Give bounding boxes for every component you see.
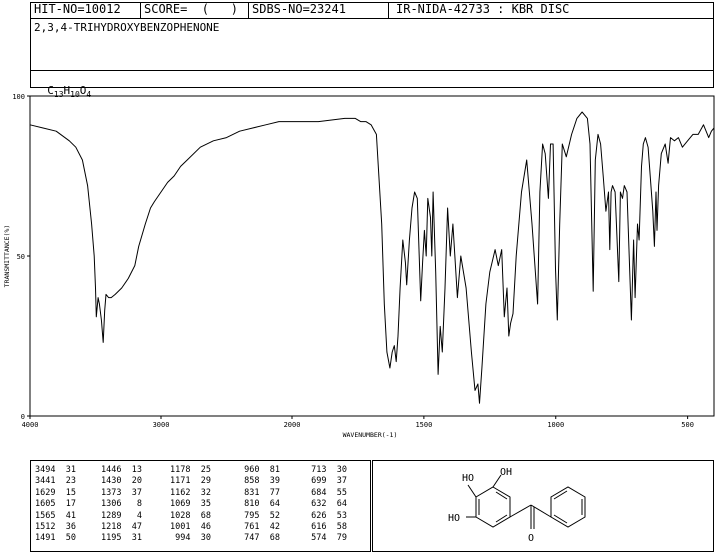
peak-column: 3494 31 3441 23 1629 15 1605 17 1565 41 1512 … xyxy=(35,465,76,545)
peak-entry: 1171 29 xyxy=(170,476,211,487)
structure-label-carbonyl-o: O xyxy=(528,533,534,544)
peak-entry: 713 30 xyxy=(306,465,347,475)
peak-column: 1178 25 1171 29 1162 32 1069 35 1028 68 1001 … xyxy=(170,465,211,545)
ir-info: IR-NIDA-42733 : KBR DISC xyxy=(396,2,570,16)
header-divider-3 xyxy=(388,2,389,19)
header-divider-1 xyxy=(140,2,141,19)
peak-entry: 858 39 xyxy=(239,476,280,487)
header-bar xyxy=(30,2,714,19)
peak-entry: 960 81 xyxy=(239,465,280,475)
x-tick-label: 4000 xyxy=(22,421,39,429)
compound-name: 2,3,4-TRIHYDROXYBENZOPHENONE xyxy=(34,21,220,34)
x-tick-label: 1000 xyxy=(547,421,564,429)
peak-entry: 3494 31 xyxy=(35,465,76,475)
peak-entry: 574 79 xyxy=(306,533,347,544)
ir-spectrum-chart: 0 50 100 4000 3000 2000 1500 1000 500 WAVENUMBER(… xyxy=(3,93,715,439)
peak-entry: 1001 46 xyxy=(170,522,211,533)
formula-box xyxy=(30,70,714,88)
formula-h: H xyxy=(63,84,71,97)
x-tick-label: 3000 xyxy=(153,421,170,429)
peak-entry: 1069 35 xyxy=(170,499,211,510)
x-tick-label: 2000 xyxy=(284,421,301,429)
peak-entry: 1373 37 xyxy=(101,487,142,498)
y-axis-label: TRANSMITTANCE(%) xyxy=(3,225,11,288)
x-tick-label: 1500 xyxy=(415,421,432,429)
peak-entry: 1306 8 xyxy=(101,499,142,510)
peak-entry: 761 42 xyxy=(239,522,280,533)
peak-table: 3494 31 3441 23 1629 15 1605 17 1565 41 1512 … xyxy=(30,460,371,552)
peak-entry: 1565 41 xyxy=(35,510,76,521)
score: SCORE= ( ) xyxy=(144,2,238,16)
y-tick-label: 100 xyxy=(12,93,25,101)
formula-h-count: 10 xyxy=(70,90,80,100)
formula-c: C xyxy=(47,84,54,97)
structure-label-ho-bottom: HO xyxy=(448,513,460,524)
plot-frame xyxy=(29,95,715,417)
peak-entry: 1178 25 xyxy=(170,465,211,475)
structure-box: HO OH HO O xyxy=(372,460,714,552)
peak-entry: 1512 36 xyxy=(35,522,76,533)
molecular-formula: C13H10O4 xyxy=(34,73,91,101)
peak-entry: 1629 15 xyxy=(35,487,76,498)
peak-entry: 3441 23 xyxy=(35,476,76,487)
peak-entry: 831 77 xyxy=(239,487,280,498)
header-divider-2 xyxy=(248,2,249,19)
peak-entry: 1430 20 xyxy=(101,476,142,487)
peak-entry: 1446 13 xyxy=(101,465,142,475)
formula-o: O xyxy=(79,84,87,97)
peak-entry: 1491 50 xyxy=(35,533,76,544)
peak-entry: 810 64 xyxy=(239,499,280,510)
peak-entry: 1218 47 xyxy=(101,522,142,533)
structure-label-ho-top: HO xyxy=(462,473,474,484)
chemical-structure: HO OH HO O xyxy=(448,467,586,544)
benzene-ring-right xyxy=(550,486,586,528)
peak-entry: 1162 32 xyxy=(170,487,211,498)
y-tick-label: 0 xyxy=(21,413,25,421)
peak-column: 713 30 699 37 684 55 632 64 626 53 616 5… xyxy=(306,465,347,545)
spectrum-line xyxy=(29,111,715,404)
peak-entry: 795 52 xyxy=(239,510,280,521)
x-axis-label: WAVENUMBER(-1) xyxy=(343,431,398,439)
sdbs-number: SDBS-NO=23241 xyxy=(252,2,346,16)
peak-entry: 632 64 xyxy=(306,499,347,510)
peak-entry: 994 30 xyxy=(170,533,211,544)
hit-number: HIT-NO=10012 xyxy=(34,2,121,16)
peak-entry: 1195 31 xyxy=(101,533,142,544)
benzene-ring-left xyxy=(475,486,511,528)
peak-column: 960 81 858 39 831 77 810 64 795 52 761 4… xyxy=(239,465,280,545)
formula-o-count: 4 xyxy=(86,90,92,100)
y-tick-label: 50 xyxy=(17,253,25,261)
peak-column: 1446 13 1430 20 1373 37 1306 8 1289 4 1218 47… xyxy=(101,465,142,545)
peak-entry: 616 58 xyxy=(306,522,347,533)
peak-entry: 699 37 xyxy=(306,476,347,487)
peak-entry: 626 53 xyxy=(306,510,347,521)
x-tick-label: 500 xyxy=(681,421,694,429)
peak-entry: 1289 4 xyxy=(101,510,142,521)
peak-entry: 1028 68 xyxy=(170,510,211,521)
peak-entry: 1605 17 xyxy=(35,499,76,510)
structure-label-oh: OH xyxy=(500,467,512,478)
peak-entry: 747 68 xyxy=(239,533,280,544)
formula-c-count: 13 xyxy=(53,90,64,100)
peak-entry: 684 55 xyxy=(306,487,347,498)
